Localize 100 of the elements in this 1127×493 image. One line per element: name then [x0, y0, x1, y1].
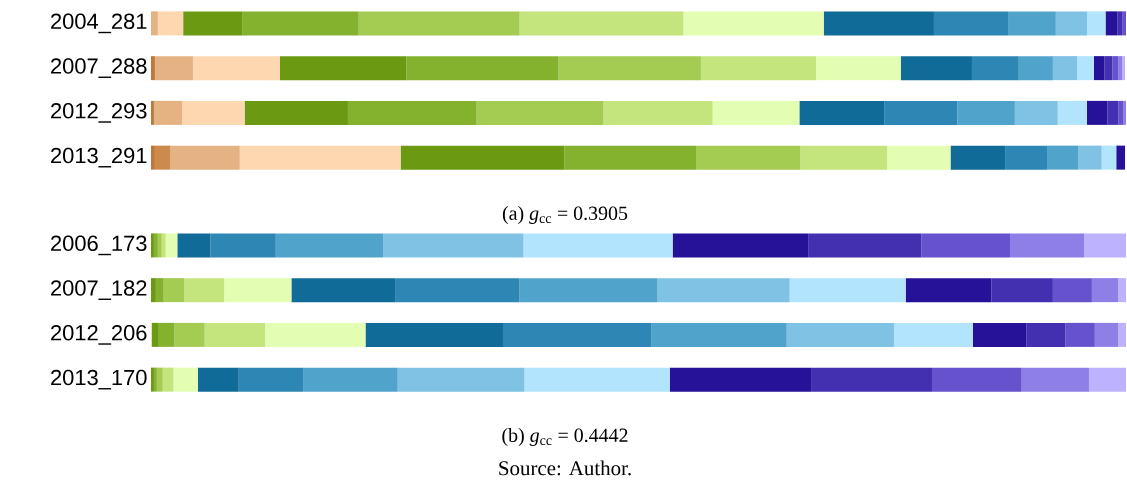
bar: [1112, 56, 1119, 81]
bar: [931, 367, 1022, 392]
bar: [1084, 233, 1127, 258]
bar: [177, 233, 211, 258]
bar: [1091, 278, 1119, 303]
y-tick-label: 2006_173: [51, 235, 147, 256]
bar: [476, 100, 604, 125]
bar: [950, 145, 1006, 170]
bar: [1123, 100, 1127, 125]
bar: [672, 233, 809, 258]
bar: [887, 145, 951, 170]
bar: [1047, 145, 1079, 170]
bar: [1122, 56, 1126, 81]
y-tick-label: 2004_281: [51, 13, 147, 34]
bar: [157, 233, 162, 258]
bar: [395, 278, 520, 303]
bar: [154, 56, 193, 81]
bar: [921, 233, 1010, 258]
bar: [210, 233, 276, 258]
bar: [151, 11, 158, 36]
bar: [151, 145, 155, 170]
bar: [1021, 367, 1089, 392]
bar: [406, 56, 559, 81]
bar: [358, 11, 520, 36]
bar: [239, 145, 401, 170]
bar: [657, 278, 790, 303]
bar: [799, 100, 885, 125]
bar: [303, 367, 398, 392]
bar: [696, 145, 801, 170]
bar: [192, 56, 280, 81]
bar: [558, 56, 701, 81]
bar: [1104, 56, 1113, 81]
y-tick-label: 2013_170: [51, 369, 147, 390]
bar: [519, 11, 684, 36]
bar: [1118, 278, 1127, 303]
bar: [1117, 11, 1123, 36]
bar: [158, 322, 175, 347]
bar: [165, 233, 178, 258]
bar: [1065, 322, 1095, 347]
bar: [1122, 11, 1127, 36]
bar: [397, 367, 525, 392]
bar: [173, 367, 198, 392]
bar: [224, 278, 292, 303]
bar: [893, 322, 973, 347]
bar: [347, 100, 477, 125]
bar: [238, 367, 304, 392]
bar: [383, 233, 524, 258]
bar: [1094, 322, 1119, 347]
bar: [786, 322, 894, 347]
bar: [162, 367, 174, 392]
bar: [151, 100, 154, 125]
bar: [811, 367, 932, 392]
bar: [155, 278, 164, 303]
text: (a) g$_{cc}$ = 0.3905: [502, 205, 628, 225]
bar: [669, 367, 812, 392]
bar: [151, 233, 154, 258]
y-tick-label: 2013_291: [51, 147, 147, 168]
bar: [1052, 278, 1092, 303]
bar: [603, 100, 713, 125]
bar: [815, 56, 901, 81]
bar: [183, 11, 243, 36]
bar: [712, 100, 800, 125]
bar: [1005, 145, 1048, 170]
bar: [1087, 11, 1106, 36]
bar: [170, 145, 240, 170]
bar: [1018, 56, 1053, 81]
y-tick-label: 2007_288: [51, 58, 147, 78]
bar: [1118, 322, 1127, 347]
bar: [265, 322, 366, 347]
bar: [700, 56, 816, 81]
bar: [154, 145, 171, 170]
bar: [151, 56, 155, 81]
bar: [523, 233, 673, 258]
bar: [683, 11, 824, 36]
bar: [1026, 322, 1066, 347]
bar: [1101, 145, 1117, 170]
bar: [182, 100, 245, 125]
bar: [1107, 100, 1119, 125]
bar: [291, 278, 396, 303]
bar: [991, 278, 1053, 303]
bar: [151, 278, 156, 303]
bar: [1009, 233, 1085, 258]
bar: [1057, 100, 1088, 125]
bar: [1087, 100, 1108, 125]
bar: [971, 56, 1019, 81]
bar: [1008, 11, 1056, 36]
bar: [197, 367, 239, 392]
bar: [884, 100, 958, 125]
bar: [157, 11, 184, 36]
y-tick-label: 2012_293: [51, 103, 147, 123]
bar: [1078, 145, 1102, 170]
bar: [905, 278, 992, 303]
bar: [1093, 56, 1105, 81]
bar: [789, 278, 906, 303]
bar: [161, 233, 166, 258]
bar: [1116, 145, 1126, 170]
source-note: Source: Author.: [499, 460, 631, 476]
bar: [1105, 11, 1118, 36]
bar: [1118, 100, 1124, 125]
bar: [1088, 367, 1127, 392]
